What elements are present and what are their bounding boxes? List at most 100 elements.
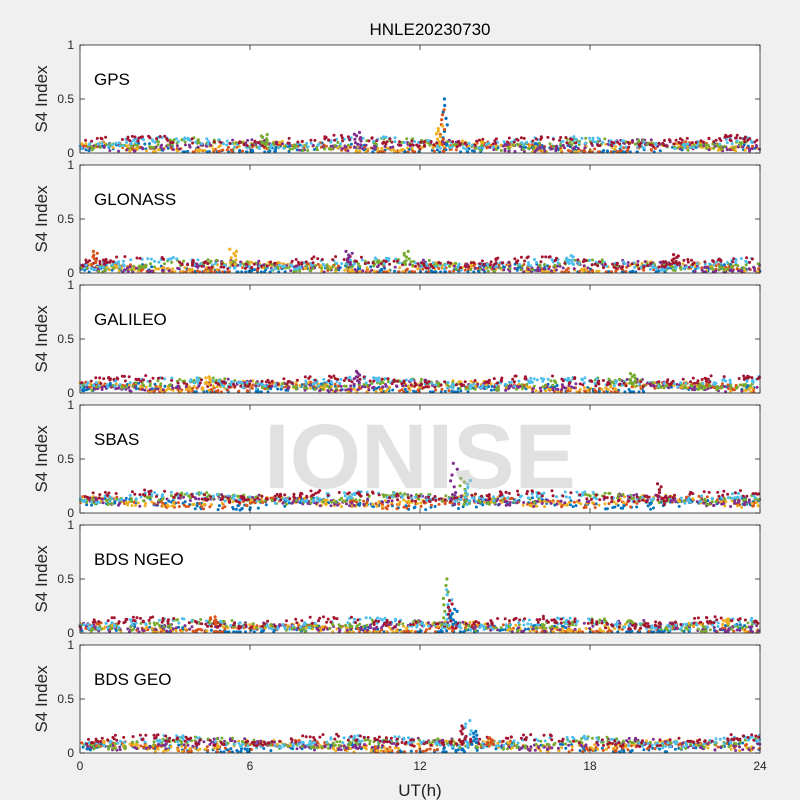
data-point <box>477 138 481 142</box>
data-point <box>614 387 618 391</box>
data-point <box>601 379 605 382</box>
spike-point <box>265 137 269 141</box>
data-point <box>137 267 141 271</box>
data-point <box>320 266 324 270</box>
data-point <box>358 269 362 273</box>
data-point <box>509 384 513 388</box>
data-point <box>216 389 220 392</box>
spike-point <box>632 373 636 377</box>
data-point <box>736 504 739 508</box>
data-point <box>651 381 655 385</box>
data-point <box>201 388 204 392</box>
data-point <box>743 148 747 152</box>
data-point <box>631 140 634 144</box>
data-point <box>298 148 301 152</box>
data-point <box>574 382 578 386</box>
data-point <box>367 139 371 143</box>
data-point <box>202 507 206 511</box>
data-point <box>124 385 128 389</box>
data-point <box>118 265 122 269</box>
data-point <box>467 147 471 151</box>
data-point <box>588 386 592 390</box>
data-point <box>183 500 187 504</box>
data-point <box>507 147 511 151</box>
data-point <box>134 503 137 507</box>
data-point <box>222 142 226 146</box>
data-point <box>358 265 362 268</box>
data-point <box>137 381 141 385</box>
data-point <box>409 260 413 264</box>
data-point <box>153 389 157 393</box>
data-point <box>331 265 335 269</box>
data-point <box>140 264 144 268</box>
data-point <box>665 380 669 384</box>
data-point <box>615 263 619 267</box>
data-point <box>490 384 494 388</box>
data-point <box>256 382 260 386</box>
data-point <box>182 137 186 141</box>
data-point <box>411 263 415 267</box>
data-point <box>175 149 179 153</box>
data-point <box>504 388 508 392</box>
data-point <box>486 269 490 273</box>
spike-point <box>436 137 440 141</box>
data-point <box>696 379 700 383</box>
data-point <box>473 266 477 270</box>
data-point <box>624 145 628 149</box>
data-point <box>136 139 140 143</box>
data-point <box>143 142 147 146</box>
data-point <box>554 381 558 385</box>
data-point <box>104 135 108 139</box>
data-point <box>345 266 349 270</box>
data-point <box>660 264 664 268</box>
data-point <box>491 142 495 146</box>
data-point <box>458 386 462 390</box>
spike-point <box>260 140 264 144</box>
data-point <box>448 265 451 268</box>
data-point <box>705 146 708 150</box>
data-point <box>111 260 115 264</box>
data-point <box>157 376 160 380</box>
data-point <box>198 381 202 385</box>
data-point <box>625 378 629 381</box>
data-point <box>171 148 175 151</box>
data-point <box>693 388 697 392</box>
data-point <box>480 259 484 263</box>
data-point <box>121 263 125 267</box>
data-point <box>652 506 655 510</box>
data-point <box>287 386 291 389</box>
data-point <box>89 266 93 270</box>
data-point <box>144 374 148 378</box>
data-point <box>632 493 636 497</box>
spike-point <box>359 139 363 143</box>
data-point <box>506 143 510 147</box>
spike-point <box>404 259 408 263</box>
data-point <box>390 140 394 144</box>
data-point <box>519 268 523 272</box>
data-point <box>292 267 296 271</box>
data-point <box>493 139 497 143</box>
spike-point <box>569 254 573 258</box>
data-point <box>326 384 329 388</box>
data-point <box>191 141 195 145</box>
data-point <box>703 266 707 269</box>
data-point <box>295 148 299 152</box>
data-point <box>622 501 626 505</box>
data-point <box>498 266 502 270</box>
spike-point <box>352 382 356 386</box>
data-point <box>475 139 479 143</box>
data-point <box>439 383 443 387</box>
spike-point <box>445 123 449 127</box>
data-point <box>574 141 578 145</box>
data-point <box>750 140 754 144</box>
data-point <box>535 147 539 151</box>
data-point <box>161 504 165 508</box>
data-point <box>730 142 734 146</box>
data-point <box>393 265 397 269</box>
data-point <box>551 383 555 387</box>
data-point <box>148 384 152 388</box>
data-point <box>622 139 625 143</box>
data-point <box>659 268 663 272</box>
data-point <box>124 496 128 500</box>
data-point <box>668 262 672 266</box>
